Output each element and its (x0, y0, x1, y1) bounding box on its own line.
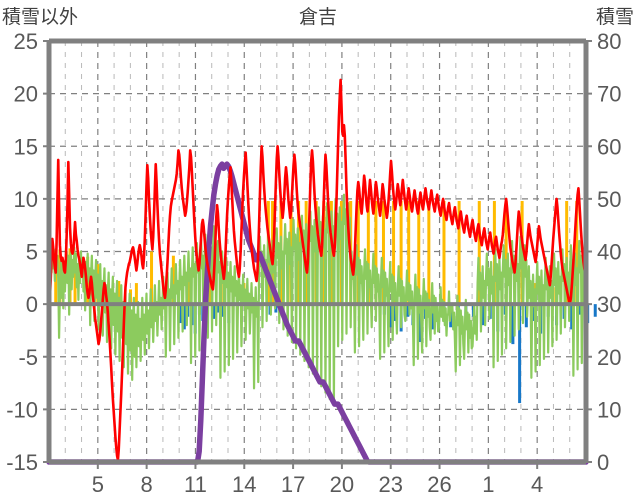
x-axis-tick-label: 20 (330, 472, 354, 497)
bar (504, 200, 508, 305)
bar (374, 200, 378, 305)
bar (150, 251, 154, 305)
y-axis-right-tick-label: 0 (597, 450, 609, 475)
y-axis-right-tick-label: 30 (597, 292, 621, 317)
bar (593, 304, 597, 317)
bar (208, 262, 212, 305)
y-axis-left-tick-label: 5 (26, 240, 38, 265)
left-axis-title: 積雪以外 (2, 7, 79, 28)
bar (481, 304, 485, 326)
y-axis-right-tick-label: 60 (597, 134, 621, 159)
bar (216, 304, 220, 313)
y-axis-left-tick-label: 0 (26, 292, 38, 317)
y-axis-left-tick-label: -10 (6, 397, 38, 422)
x-axis-tick-label: 5 (92, 472, 104, 497)
bar (417, 200, 421, 305)
right-axis-title: 積雪 (595, 7, 634, 28)
bar (418, 304, 422, 343)
x-axis-tick-label: 8 (141, 472, 153, 497)
bar (212, 304, 216, 319)
y-axis-right-tick-label: 80 (597, 29, 621, 54)
bar (407, 200, 411, 305)
x-axis-tick-label: 26 (427, 472, 451, 497)
y-axis-right-tick-label: 10 (597, 397, 621, 422)
bar (578, 304, 582, 315)
bar (134, 283, 138, 305)
y-axis-left-tick-label: 15 (14, 134, 38, 159)
x-axis-tick-label: 17 (281, 472, 305, 497)
bar (220, 304, 224, 317)
y-axis-right-tick-label: 20 (597, 345, 621, 370)
bar (565, 200, 569, 305)
x-axis-tick-label: 23 (378, 472, 402, 497)
bar (73, 272, 77, 305)
bar (477, 200, 481, 305)
x-axis-tick-label: 11 (184, 472, 207, 497)
y-axis-left-tick-label: 10 (14, 187, 38, 212)
x-axis-tick-label: 14 (232, 472, 256, 497)
y-axis-right-tick-label: 50 (597, 187, 621, 212)
bar (406, 304, 410, 317)
red-line (47, 78, 588, 462)
bar (388, 304, 392, 328)
bar (427, 200, 431, 305)
bar (399, 200, 403, 305)
bar (366, 200, 370, 305)
page-title: 倉吉 (298, 7, 337, 28)
bar (381, 200, 385, 305)
bar (430, 304, 434, 330)
x-axis-tick-label: 4 (531, 472, 543, 497)
bar (356, 200, 360, 305)
bar (570, 304, 574, 330)
y-axis-left-tick-label: 20 (14, 82, 38, 107)
bar (182, 304, 186, 330)
y-axis-left-tick-label: -15 (6, 450, 38, 475)
bar (511, 304, 515, 345)
y-axis-right-tick-label: 40 (597, 240, 621, 265)
bar (518, 304, 522, 404)
bar (575, 200, 579, 305)
bar (392, 200, 396, 305)
bar (179, 304, 183, 324)
x-axis-tick-label: 1 (482, 472, 494, 497)
bar (457, 200, 461, 305)
green-line (47, 193, 588, 407)
bar (117, 280, 121, 305)
y-axis-left-tick-label: -5 (18, 345, 38, 370)
y-axis-right-tick-label: 70 (597, 82, 621, 107)
bar (171, 255, 175, 305)
y-axis-left-tick-label: 25 (14, 29, 38, 54)
bar (442, 200, 446, 305)
